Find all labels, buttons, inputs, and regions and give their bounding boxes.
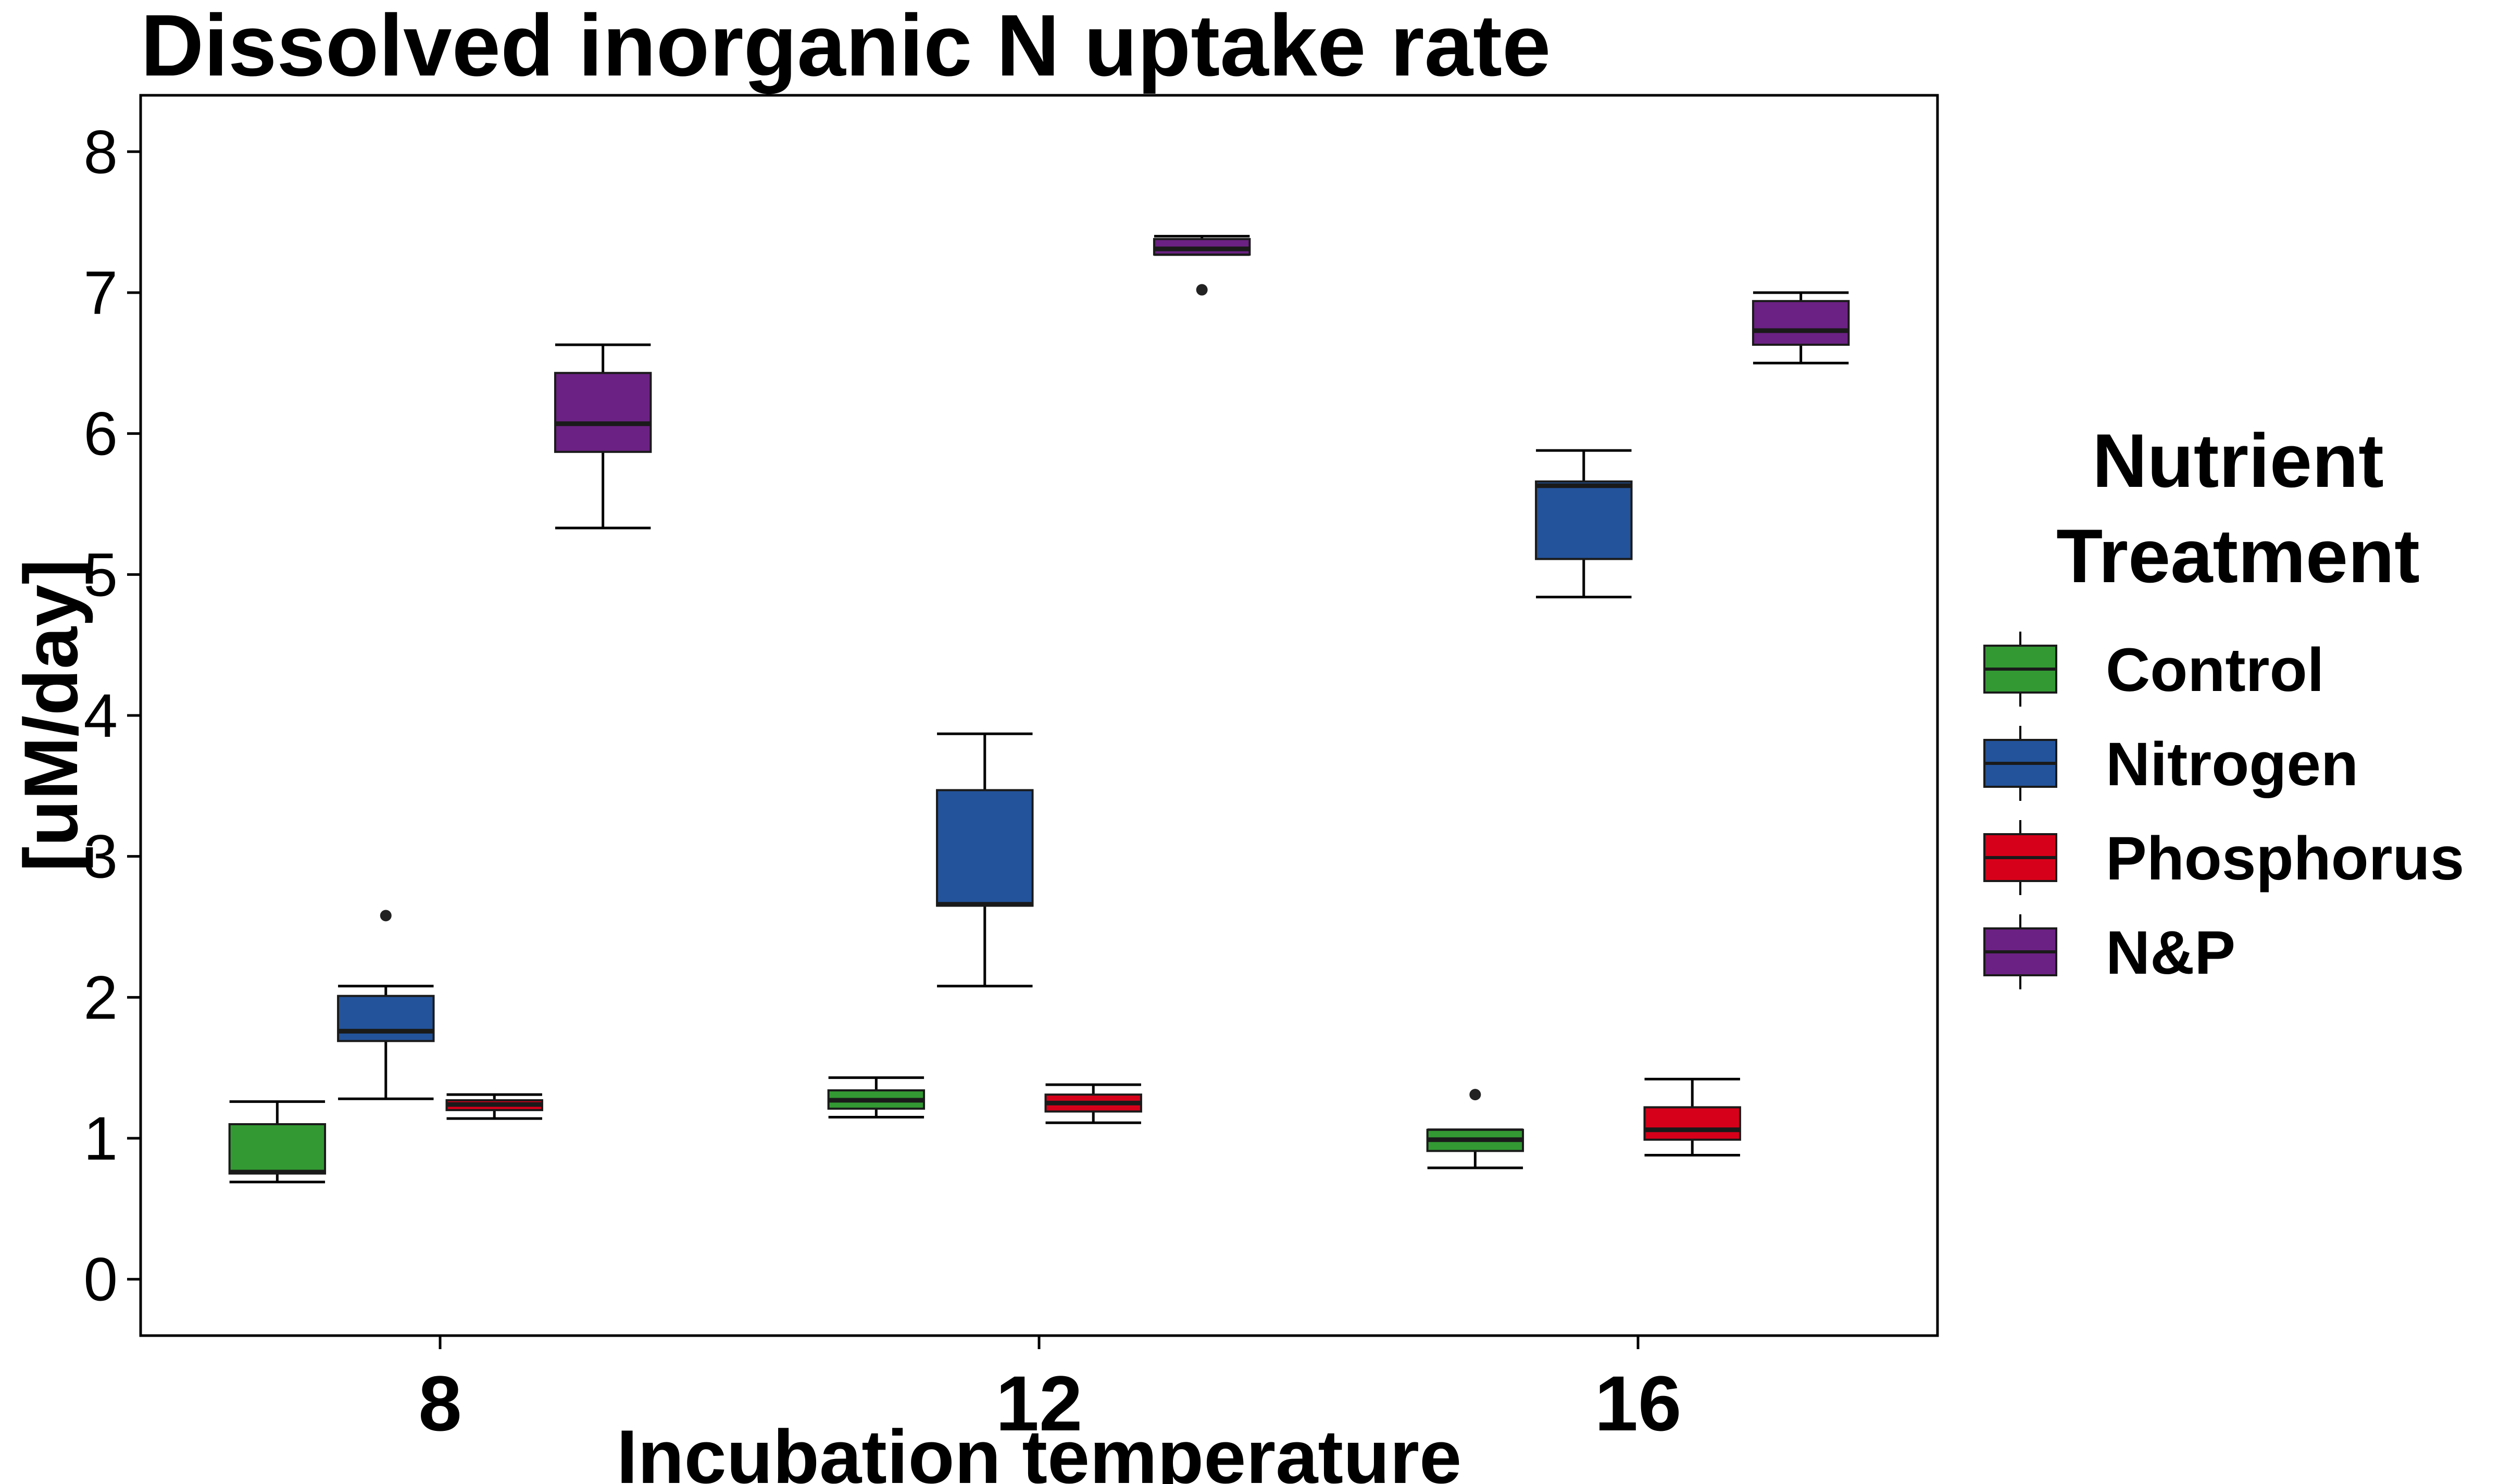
x-axis-label: Incubation temperature	[617, 1414, 1461, 1484]
outlier-point	[380, 910, 392, 922]
box-iqr	[337, 995, 435, 1042]
y-axis-label: [uM/day]	[8, 559, 93, 872]
y-tick-label: 3	[83, 823, 118, 891]
y-tick-label: 1	[83, 1104, 118, 1173]
box-phosphorus-16	[1643, 1077, 1741, 1157]
legend-title-line-2: Treatment	[2056, 513, 2420, 598]
outlier-point	[1196, 284, 1208, 296]
box-control-8	[228, 1100, 327, 1184]
legend-item-control: Control	[1983, 632, 2324, 707]
y-axis: 0 1 2 3 4 5 6 7 8	[83, 118, 141, 1314]
y-tick-label: 7	[83, 259, 118, 328]
legend-label: Control	[2106, 636, 2324, 705]
box-iqr	[1535, 480, 1633, 560]
box-nitrogen-16	[1535, 449, 1633, 599]
box-nitrogen-8	[337, 910, 435, 1100]
box-n-p-16	[1752, 291, 1850, 364]
y-tick-label: 5	[83, 540, 118, 609]
x-tick-label: 16	[1595, 1360, 1682, 1447]
legend-title-line-1: Nutrient	[2092, 418, 2384, 503]
box-control-12	[827, 1076, 926, 1118]
legend-label: Phosphorus	[2106, 824, 2464, 893]
box-iqr	[228, 1123, 327, 1175]
legend-label: N&P	[2106, 919, 2235, 987]
x-tick-label: 8	[418, 1360, 461, 1447]
box-phosphorus-12	[1044, 1083, 1142, 1124]
box-n-p-12	[1153, 235, 1251, 296]
y-tick-label: 6	[83, 400, 118, 469]
y-tick-label: 0	[83, 1246, 118, 1314]
legend: Nutrient Treatment Control Nitrogen Phosph…	[1983, 418, 2464, 989]
boxes-layer	[228, 235, 1850, 1184]
box-iqr	[936, 789, 1034, 907]
chart-title: Dissolved inorganic N uptake rate	[141, 0, 1551, 94]
legend-item-n-p: N&P	[1983, 914, 2235, 989]
box-phosphorus-8	[445, 1093, 543, 1120]
box-control-16	[1426, 1089, 1524, 1169]
outlier-point	[1469, 1089, 1481, 1101]
legend-items: Control Nitrogen Phosphorus N&P	[1983, 632, 2464, 989]
box-iqr	[1643, 1106, 1741, 1141]
box-iqr	[1752, 300, 1850, 346]
y-tick-label: 8	[83, 118, 118, 186]
y-tick-label: 4	[83, 682, 118, 750]
legend-label: Nitrogen	[2106, 730, 2358, 799]
box-n-p-8	[554, 343, 652, 530]
x-axis: 8 12 16	[418, 1336, 1681, 1447]
box-nitrogen-12	[936, 732, 1034, 988]
box-iqr	[554, 372, 652, 453]
legend-item-phosphorus: Phosphorus	[1983, 820, 2464, 895]
legend-item-nitrogen: Nitrogen	[1983, 726, 2358, 801]
y-tick-label: 2	[83, 963, 118, 1032]
x-tick-label: 12	[996, 1360, 1083, 1447]
